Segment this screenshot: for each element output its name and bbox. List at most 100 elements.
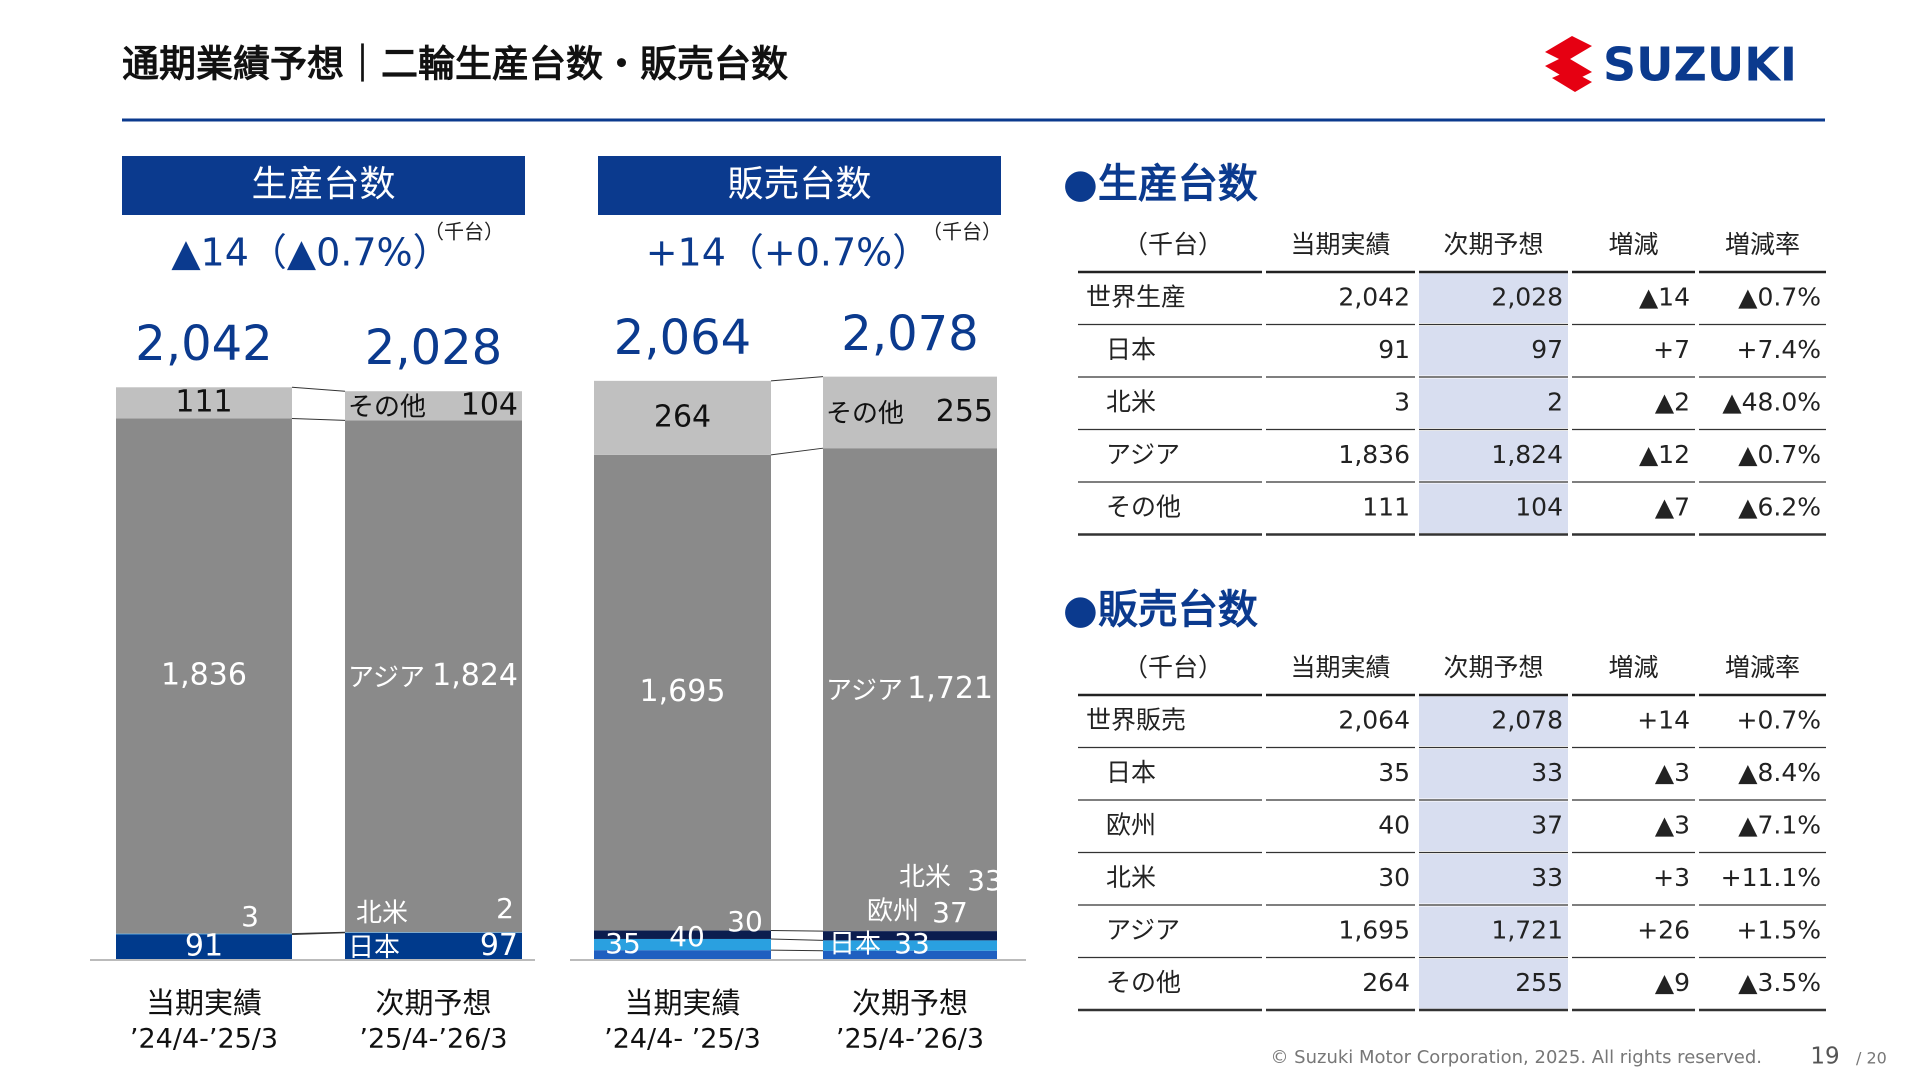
- series-label: 日本: [348, 933, 400, 963]
- row-label: アジア: [1106, 440, 1180, 469]
- table-cell: ▲3: [1655, 758, 1690, 787]
- connector: [291, 417, 346, 421]
- value-label: 1,836: [161, 658, 247, 693]
- chart-header: [598, 156, 1001, 215]
- highlight-cell: [1419, 801, 1568, 851]
- chart-header: [122, 156, 525, 215]
- highlight-cell: [1419, 696, 1568, 746]
- table-cell: ▲12: [1639, 440, 1690, 469]
- row-label: 北米: [1106, 863, 1156, 892]
- table-cell: +11.1%: [1721, 863, 1821, 892]
- value-label: 33: [967, 864, 1003, 897]
- logo-text: SUZUKI: [1603, 38, 1797, 92]
- period-label: ’25/4-’26/3: [836, 1024, 984, 1055]
- value-label: 2: [496, 892, 514, 925]
- table-cell: ▲0.7%: [1738, 440, 1821, 469]
- bar-segment: [116, 933, 292, 935]
- value-label: 97: [480, 928, 518, 963]
- table-cell: 40: [1378, 810, 1410, 839]
- bar-segment: [594, 380, 771, 455]
- table-cell: 37: [1531, 810, 1563, 839]
- value-label: 111: [175, 384, 232, 419]
- total-label: 2,078: [841, 306, 978, 362]
- highlight-cell: [1419, 431, 1568, 481]
- chart-subtitle: +14（+0.7%）: [646, 231, 931, 275]
- slide-title: 通期業績予想｜二輪生産台数・販売台数: [122, 43, 788, 86]
- value-label: 255: [936, 394, 993, 429]
- table-cell: 264: [1362, 968, 1410, 997]
- column-header: 増減率: [1725, 230, 1800, 259]
- value-label: 33: [894, 927, 930, 960]
- period-label: ’24/4- ’25/3: [604, 1024, 761, 1055]
- value-label: 1,824: [432, 658, 518, 693]
- connector: [291, 932, 346, 935]
- table-cell: 111: [1362, 492, 1410, 521]
- table-cell: +7.4%: [1737, 335, 1821, 364]
- series-label: 日本: [829, 930, 881, 960]
- highlight-cell: [1419, 854, 1568, 904]
- row-label: アジア: [1106, 915, 1180, 944]
- connector: [770, 447, 824, 456]
- highlight-cell: [1419, 959, 1568, 1009]
- highlight-cell: [1419, 749, 1568, 799]
- value-label: 35: [605, 927, 641, 960]
- x-tick-label: 当期実績: [146, 986, 262, 1020]
- table-cell: 33: [1531, 863, 1563, 892]
- period-label: ’25/4-’26/3: [359, 1024, 507, 1055]
- highlight-cell: [1419, 273, 1568, 323]
- column-header: 増減: [1608, 653, 1658, 682]
- table-cell: 255: [1515, 968, 1563, 997]
- bar-segment: [345, 932, 522, 960]
- column-header: 増減率: [1725, 653, 1800, 682]
- connector: [291, 386, 346, 392]
- table-cell: 2,042: [1338, 282, 1410, 311]
- column-header: 次期予想: [1443, 230, 1543, 259]
- page-number: 19: [1810, 1044, 1839, 1070]
- row-label: 北米: [1106, 387, 1156, 416]
- bar-segment: [823, 940, 997, 951]
- row-label: その他: [1106, 968, 1181, 997]
- table-cell: 2,064: [1338, 705, 1410, 734]
- column-header: 当期実績: [1290, 653, 1390, 682]
- series-label: アジア: [348, 663, 425, 693]
- bar-segment: [594, 938, 771, 951]
- column-header: （千台）: [1123, 230, 1223, 259]
- value-label: 91: [185, 929, 223, 964]
- chart-subtitle: ▲14（▲0.7%）: [171, 231, 450, 275]
- table-cell: 1,836: [1338, 440, 1410, 469]
- chart-title: 販売台数: [727, 164, 871, 205]
- value-label: 40: [669, 920, 705, 953]
- table-cell: 104: [1515, 492, 1563, 521]
- table-cell: ▲6.2%: [1738, 492, 1821, 521]
- unit-label: （千台）: [424, 220, 504, 244]
- table-cell: 2: [1547, 387, 1563, 416]
- row-label: 日本: [1106, 758, 1156, 787]
- bar-segment: [823, 376, 997, 449]
- series-label: アジア: [826, 676, 903, 706]
- table-cell: ▲3: [1655, 810, 1690, 839]
- bar-segment: [116, 418, 292, 934]
- table-cell: ▲8.4%: [1738, 758, 1821, 787]
- bar-segment: [345, 420, 522, 933]
- connector: [770, 376, 824, 382]
- x-tick-label: 次期予想: [375, 986, 491, 1020]
- table-cell: +26: [1637, 915, 1690, 944]
- table-cell: 2,028: [1491, 282, 1563, 311]
- connector: [770, 949, 824, 952]
- highlight-cell: [1419, 483, 1568, 533]
- table-cell: 3: [1394, 387, 1410, 416]
- bar-segment: [116, 934, 292, 960]
- bar-segment: [116, 387, 292, 419]
- total-label: 2,064: [614, 310, 751, 366]
- value-label: 30: [727, 905, 763, 938]
- unit-label: （千台）: [922, 220, 1002, 244]
- table-cell: ▲0.7%: [1738, 282, 1821, 311]
- bar-segment: [823, 931, 997, 941]
- series-label: 北米: [356, 899, 408, 929]
- series-label: 欧州: [867, 897, 919, 927]
- table-cell: 1,721: [1491, 915, 1563, 944]
- highlight-cell: [1419, 378, 1568, 428]
- total-label: 2,028: [365, 320, 502, 376]
- page-total: / 20: [1856, 1049, 1887, 1068]
